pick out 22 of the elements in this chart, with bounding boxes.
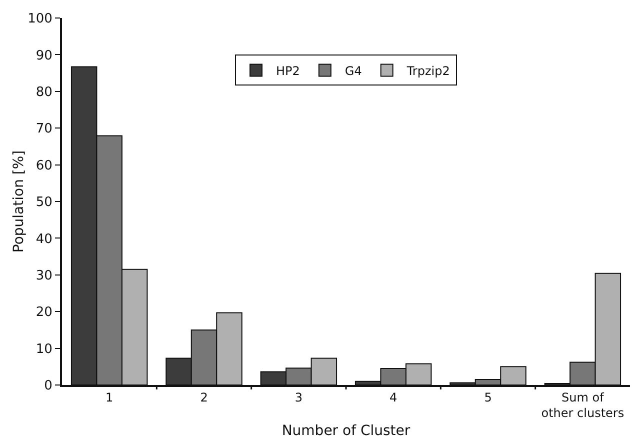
y-tick-label: 10 [36,342,52,357]
y-tick-label: 70 [36,122,52,137]
y-axis-title: Population [%] [11,150,27,253]
y-tick-label: 100 [28,12,52,27]
y-tick-label: 50 [36,195,52,210]
y-tick-label: 40 [36,232,52,247]
x-tick-label: 4 [390,390,398,404]
x-tick-label: 5 [484,390,492,404]
y-tick-label: 30 [36,268,52,284]
y-tick-label: 60 [36,158,52,174]
x-tick-label: Sum of other clusters [541,390,624,420]
x-axis-title: Number of Cluster [282,422,410,439]
y-tick-label: 80 [36,84,52,100]
y-tick-label: 90 [36,48,52,64]
legend-label: HP2 [276,64,300,78]
y-tick-label: 0 [44,378,52,394]
x-tick-label: 1 [106,390,114,404]
legend-label: G4 [344,64,362,78]
x-tick-label: 2 [200,390,208,404]
y-tick-label: 20 [36,305,52,320]
legend-label: Trpzip2 [406,64,450,78]
x-tick-label: 3 [294,390,302,404]
